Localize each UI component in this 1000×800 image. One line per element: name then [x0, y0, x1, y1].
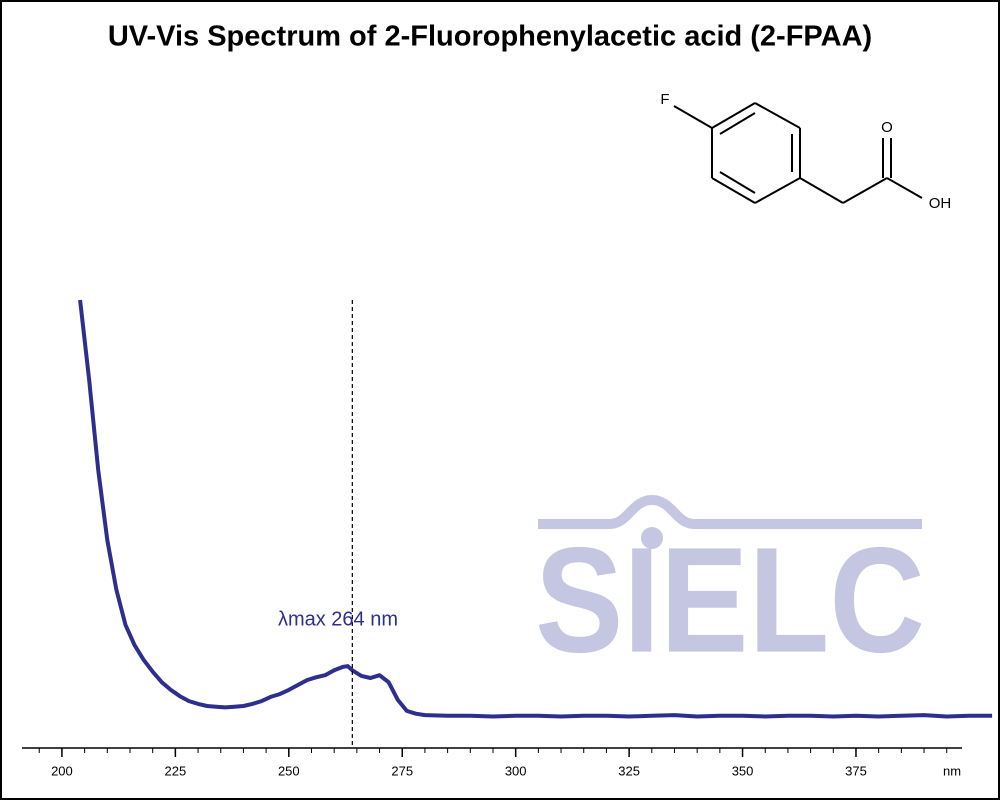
watermark-wave — [538, 494, 922, 529]
x-unit: nm — [943, 763, 961, 778]
x-tick-label: 225 — [165, 763, 187, 778]
spectrum-line — [78, 299, 993, 719]
x-tick-label: 200 — [51, 763, 73, 778]
atom-label: F — [660, 91, 669, 108]
bond — [711, 102, 756, 129]
x-tick-label: 325 — [618, 763, 640, 778]
bond — [799, 177, 844, 204]
atom-label: O — [881, 119, 893, 136]
watermark-dot — [641, 527, 663, 549]
watermark-text: SIELC — [535, 516, 925, 684]
bond — [719, 171, 756, 194]
chart-title: UV-Vis Spectrum of 2-Fluorophenylacetic … — [108, 21, 872, 53]
bond — [711, 177, 756, 204]
x-tick-label: 350 — [732, 763, 754, 778]
x-tick-label: 275 — [391, 763, 413, 778]
bond — [886, 177, 923, 199]
atom-label: OH — [929, 195, 952, 212]
x-tick-label: 250 — [278, 763, 300, 778]
x-tick-label: 375 — [845, 763, 867, 778]
bond — [719, 112, 756, 135]
bond — [754, 177, 801, 204]
x-tick-label: 300 — [505, 763, 527, 778]
structure: F O OH — [660, 91, 951, 212]
bond — [754, 102, 801, 129]
bond — [842, 177, 888, 204]
annotation: λmax 264 nm — [278, 608, 398, 630]
watermark: SIELC — [535, 494, 925, 684]
bond — [673, 105, 713, 129]
